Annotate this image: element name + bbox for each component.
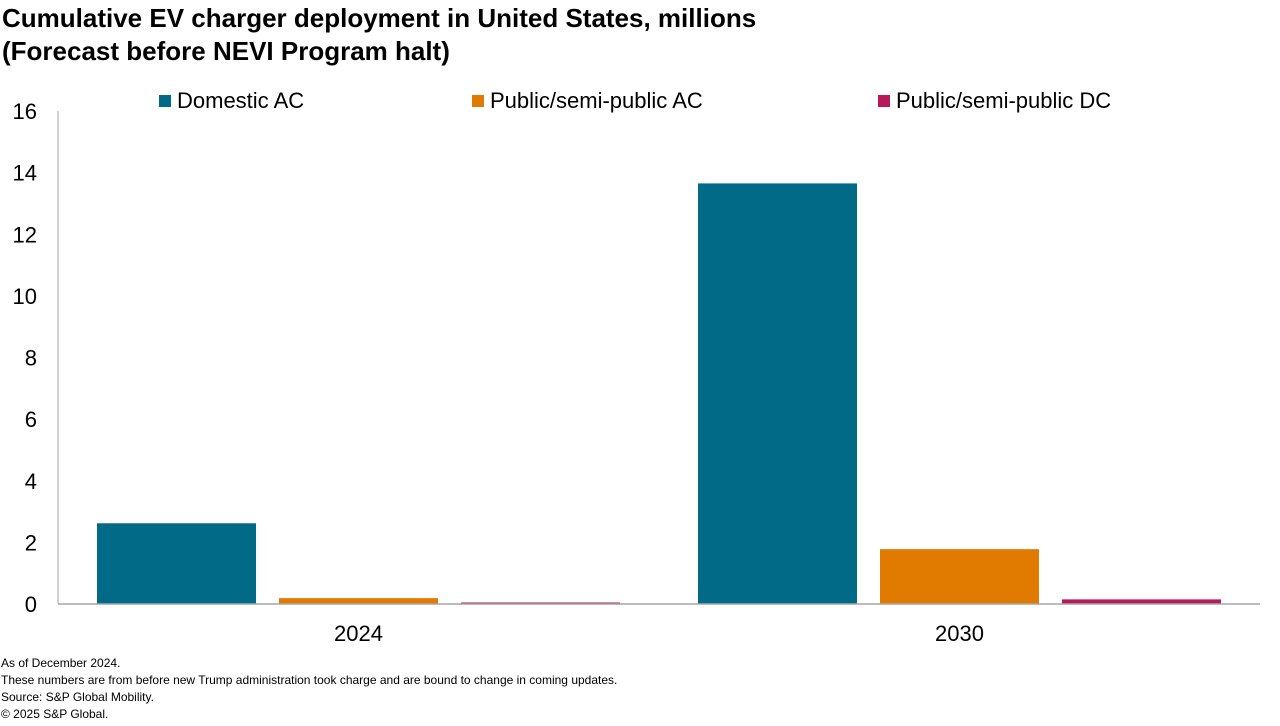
- y-tick-label: 0: [25, 592, 37, 617]
- x-tick-label: 2030: [935, 621, 984, 646]
- legend-label-public-ac: Public/semi-public AC: [490, 88, 703, 113]
- y-tick-label: 10: [13, 284, 37, 309]
- chart-title: Cumulative EV charger deployment in Unit…: [2, 2, 1202, 68]
- legend-item-public-ac: Public/semi-public AC: [472, 88, 703, 114]
- y-tick-label: 16: [13, 99, 37, 124]
- bar-public-semi-public-dc-2030: [1062, 599, 1221, 604]
- y-tick-label: 2: [25, 530, 37, 555]
- y-tick-label: 4: [25, 469, 37, 494]
- y-tick-label: 14: [13, 161, 37, 186]
- y-tick-label: 8: [25, 346, 37, 371]
- footnote-disclaimer: These numbers are from before new Trump …: [1, 673, 618, 687]
- legend-swatch-public-dc: [878, 95, 890, 107]
- bar-public-semi-public-ac-2030: [880, 549, 1039, 604]
- chart-title-line-2: (Forecast before NEVI Program halt): [2, 36, 450, 66]
- legend-label-public-dc: Public/semi-public DC: [896, 88, 1112, 113]
- bar-domestic-ac-2030: [698, 183, 857, 605]
- x-tick-label: 2024: [334, 621, 383, 646]
- bar-public-semi-public-ac-2024: [279, 598, 438, 604]
- legend-item-public-dc: Public/semi-public DC: [878, 88, 1111, 114]
- legend-swatch-public-ac: [472, 95, 484, 107]
- y-tick-label: 12: [13, 222, 37, 247]
- footnotes: As of December 2024. These numbers are f…: [1, 655, 1101, 723]
- bar-domestic-ac-2024: [97, 523, 256, 604]
- footnote-copyright: © 2025 S&P Global.: [1, 707, 109, 721]
- legend-swatch-domestic-ac: [159, 95, 171, 107]
- footnote-source: Source: S&P Global Mobility.: [1, 690, 154, 704]
- chart-title-line-1: Cumulative EV charger deployment in Unit…: [2, 3, 757, 33]
- footnote-date: As of December 2024.: [1, 656, 121, 670]
- chart-legend: Domestic AC Public/semi-public AC Public…: [0, 88, 1280, 120]
- y-tick-label: 6: [25, 407, 37, 432]
- legend-item-domestic-ac: Domestic AC: [159, 88, 304, 114]
- legend-label-domestic-ac: Domestic AC: [177, 88, 305, 113]
